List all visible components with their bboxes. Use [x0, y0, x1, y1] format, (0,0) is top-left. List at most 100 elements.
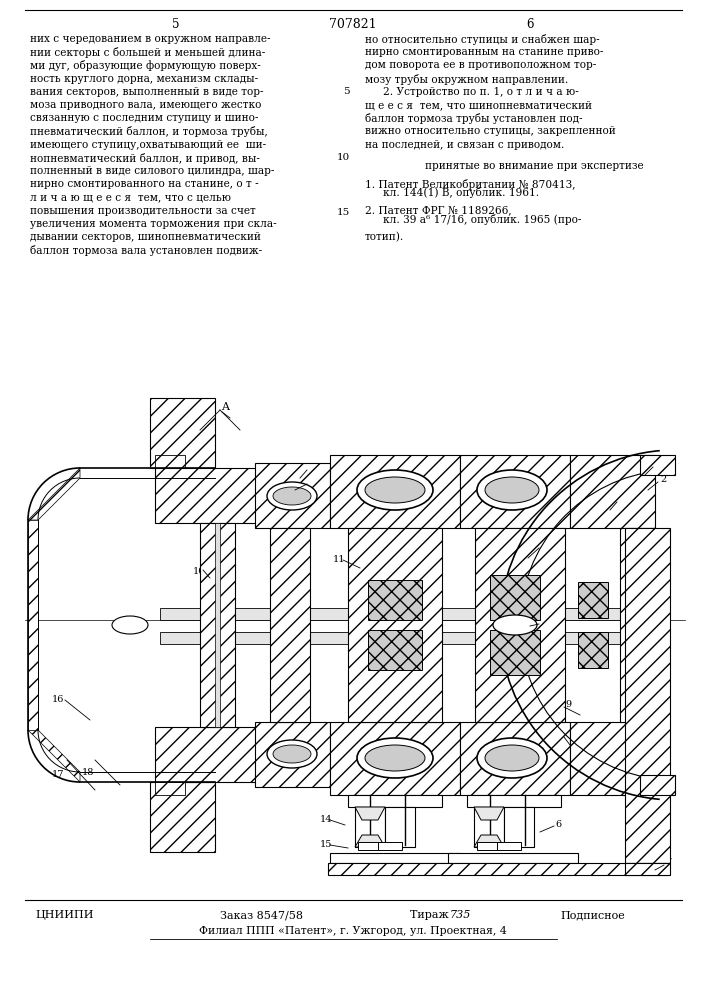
- Text: 2. Патент ФРГ № 1189266,: 2. Патент ФРГ № 1189266,: [365, 206, 512, 216]
- Bar: [330, 455, 460, 528]
- Bar: [640, 455, 675, 475]
- Text: 707821: 707821: [329, 18, 377, 31]
- Bar: [504, 807, 534, 847]
- Polygon shape: [28, 468, 80, 520]
- Polygon shape: [355, 835, 385, 847]
- Text: щ е е с я  тем, что шинопневматический: щ е е с я тем, что шинопневматический: [365, 100, 592, 110]
- Text: 12: 12: [308, 463, 320, 472]
- Bar: [160, 608, 620, 620]
- Text: дом поворота ее в противоположном тор-: дом поворота ее в противоположном тор-: [365, 60, 596, 70]
- Bar: [497, 842, 521, 850]
- Text: Подписное: Подписное: [560, 910, 625, 920]
- Text: повышения производительности за счет: повышения производительности за счет: [30, 206, 256, 216]
- Text: полненный в виде силового цилиндра, шар-: полненный в виде силового цилиндра, шар-: [30, 166, 274, 176]
- Text: 3: 3: [618, 495, 624, 504]
- Polygon shape: [28, 730, 80, 782]
- Text: Тираж: Тираж: [410, 910, 452, 920]
- Bar: [385, 807, 415, 847]
- Text: них с чередованием в окружном направле-: них с чередованием в окружном направле-: [30, 34, 271, 44]
- Bar: [368, 580, 422, 620]
- Bar: [328, 863, 668, 875]
- Ellipse shape: [267, 740, 317, 768]
- Text: пневматический баллон, и тормоза трубы,: пневматический баллон, и тормоза трубы,: [30, 126, 268, 137]
- Text: 11: 11: [333, 555, 346, 564]
- Bar: [330, 722, 460, 795]
- Bar: [155, 468, 270, 523]
- Text: но относительно ступицы и снабжен шар-: но относительно ступицы и снабжен шар-: [365, 34, 600, 45]
- Text: ми дуг, образующие формующую поверх-: ми дуг, образующие формующую поверх-: [30, 60, 261, 71]
- Ellipse shape: [485, 745, 539, 771]
- Bar: [150, 398, 215, 468]
- Ellipse shape: [365, 477, 425, 503]
- Bar: [477, 842, 501, 850]
- Text: на последней, и связан с приводом.: на последней, и связан с приводом.: [365, 140, 564, 150]
- Bar: [368, 630, 422, 670]
- Text: 15: 15: [337, 208, 350, 217]
- Ellipse shape: [365, 745, 425, 771]
- Text: 735: 735: [450, 910, 472, 920]
- Text: 5: 5: [565, 730, 571, 739]
- Bar: [578, 582, 608, 618]
- Text: ЦНИИПИ: ЦНИИПИ: [35, 910, 93, 920]
- Bar: [467, 795, 561, 807]
- Bar: [625, 528, 670, 863]
- Text: 15: 15: [320, 840, 332, 849]
- Bar: [570, 722, 655, 795]
- Bar: [155, 727, 270, 782]
- Text: 16: 16: [52, 695, 64, 704]
- Bar: [620, 528, 655, 722]
- Bar: [490, 575, 540, 620]
- Text: 2. Устройство по п. 1, о т л и ч а ю-: 2. Устройство по п. 1, о т л и ч а ю-: [383, 87, 579, 97]
- Bar: [155, 455, 185, 468]
- Text: принятые во внимание при экспертизе: принятые во внимание при экспертизе: [425, 161, 643, 171]
- Bar: [348, 795, 442, 807]
- Bar: [330, 853, 460, 863]
- Bar: [255, 722, 330, 787]
- Text: 9: 9: [565, 700, 571, 709]
- Ellipse shape: [273, 745, 311, 763]
- Text: вижно относительно ступицы, закрепленной: вижно относительно ступицы, закрепленной: [365, 126, 616, 136]
- Bar: [378, 842, 402, 850]
- Text: Заказ 8547/58: Заказ 8547/58: [220, 910, 303, 920]
- Bar: [150, 782, 215, 852]
- Text: Филиал ППП «Патент», г. Ужгород, ул. Проектная, 4: Филиал ППП «Патент», г. Ужгород, ул. Про…: [199, 926, 507, 936]
- Ellipse shape: [357, 470, 433, 510]
- Text: нопневматический баллон, и привод, вы-: нопневматический баллон, и привод, вы-: [30, 153, 260, 164]
- Bar: [448, 853, 578, 863]
- Text: 10: 10: [337, 153, 350, 162]
- Bar: [640, 775, 675, 795]
- Bar: [255, 463, 330, 528]
- Text: 6: 6: [555, 820, 561, 829]
- Text: нирно смонтированного на станине, о т -: нирно смонтированного на станине, о т -: [30, 179, 259, 189]
- Ellipse shape: [477, 738, 547, 778]
- Polygon shape: [474, 835, 504, 847]
- Text: кл. 144(1) B, опублик. 1961.: кл. 144(1) B, опублик. 1961.: [383, 187, 539, 198]
- Text: 2: 2: [660, 475, 666, 484]
- Text: 4: 4: [540, 542, 547, 551]
- Text: нии секторы с большей и меньшей длина-: нии секторы с большей и меньшей длина-: [30, 47, 265, 58]
- Ellipse shape: [357, 738, 433, 778]
- Bar: [570, 455, 655, 528]
- Text: 17: 17: [52, 770, 64, 779]
- Text: нирно смонтированным на станине приво-: нирно смонтированным на станине приво-: [365, 47, 603, 57]
- Ellipse shape: [493, 615, 537, 635]
- Text: вания секторов, выполненный в виде тор-: вания секторов, выполненный в виде тор-: [30, 87, 264, 97]
- Ellipse shape: [273, 487, 311, 505]
- Text: 10: 10: [193, 567, 205, 576]
- Text: кл. 39 a⁶ 17/16, опублик. 1965 (про-: кл. 39 a⁶ 17/16, опублик. 1965 (про-: [383, 214, 581, 225]
- Text: ность круглого дорна, механизм склады-: ность круглого дорна, механизм склады-: [30, 74, 258, 84]
- Bar: [490, 630, 540, 675]
- Bar: [348, 528, 442, 722]
- Ellipse shape: [485, 477, 539, 503]
- Text: моза приводного вала, имеющего жестко: моза приводного вала, имеющего жестко: [30, 100, 262, 110]
- Text: 1: 1: [655, 460, 661, 469]
- Text: связанную с последним ступицу и шино-: связанную с последним ступицу и шино-: [30, 113, 258, 123]
- Text: баллон тормоза вала установлен подвиж-: баллон тормоза вала установлен подвиж-: [30, 245, 262, 256]
- Ellipse shape: [112, 616, 148, 634]
- Text: 1. Патент Великобритании № 870413,: 1. Патент Великобритании № 870413,: [365, 179, 575, 190]
- Bar: [28, 520, 38, 730]
- Text: тотип).: тотип).: [365, 232, 404, 242]
- Text: 14: 14: [320, 815, 332, 824]
- Text: 13: 13: [308, 476, 320, 485]
- Bar: [474, 807, 504, 847]
